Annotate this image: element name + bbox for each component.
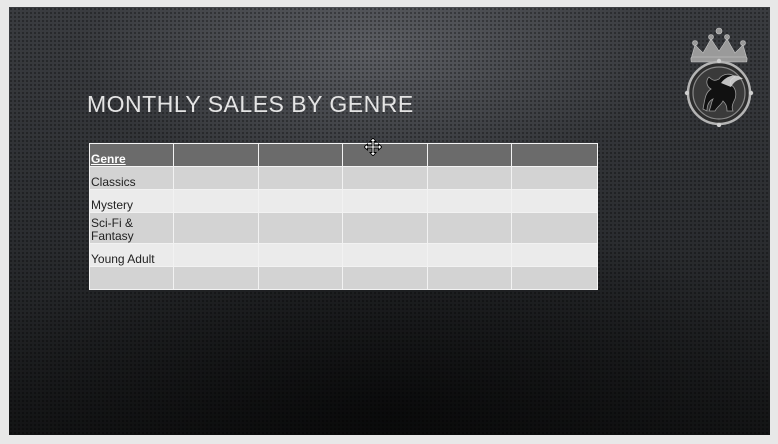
table-row [89,266,598,290]
genre-sales-table[interactable]: Genre Classics Myste [89,143,598,290]
move-cursor-icon [364,138,382,156]
table-cell[interactable] [173,212,259,244]
table-header-cell[interactable] [258,143,343,167]
table-cell[interactable] [258,243,343,267]
slide-title[interactable]: MONTHLY SALES BY GENRE [87,91,414,117]
table-cell[interactable] [511,243,598,267]
table-cell[interactable] [342,166,428,190]
table-cell[interactable] [511,166,598,190]
crowned-griffin-emblem-icon [684,27,754,127]
table-cell[interactable] [427,266,512,290]
table-cell[interactable] [511,266,598,290]
table-cell[interactable] [342,243,428,267]
table-cell[interactable] [173,266,259,290]
table-row: Mystery [89,189,598,213]
table-cell[interactable] [427,189,512,213]
table-cell[interactable] [173,189,259,213]
table-cell[interactable] [173,243,259,267]
table-cell-genre[interactable]: Mystery [89,189,174,213]
table-cell-genre[interactable] [89,266,174,290]
table-row: Classics [89,166,598,190]
table-cell-genre[interactable]: Sci-Fi & Fantasy [89,212,174,244]
table-header-cell[interactable] [173,143,259,167]
table-row: Sci-Fi & Fantasy [89,212,598,244]
table-header-cell[interactable] [342,143,428,167]
table-cell[interactable] [342,266,428,290]
table-cell[interactable] [427,243,512,267]
table-header-cell[interactable] [511,143,598,167]
table-cell[interactable] [258,212,343,244]
table-cell[interactable] [173,166,259,190]
table-cell[interactable] [511,189,598,213]
table-cell[interactable] [427,166,512,190]
table-header-cell[interactable] [427,143,512,167]
table-cell[interactable] [258,189,343,213]
table-cell[interactable] [258,166,343,190]
table-cell[interactable] [511,212,598,244]
table-cell[interactable] [427,212,512,244]
table-header-row: Genre [89,143,598,167]
table-cell[interactable] [258,266,343,290]
table-row: Young Adult [89,243,598,267]
table-header-cell[interactable]: Genre [89,143,174,167]
table-cell-genre[interactable]: Young Adult [89,243,174,267]
table-cell[interactable] [342,189,428,213]
slide[interactable]: MONTHLY SALES BY GENRE [9,7,770,435]
table-cell[interactable] [342,212,428,244]
table-cell-genre[interactable]: Classics [89,166,174,190]
